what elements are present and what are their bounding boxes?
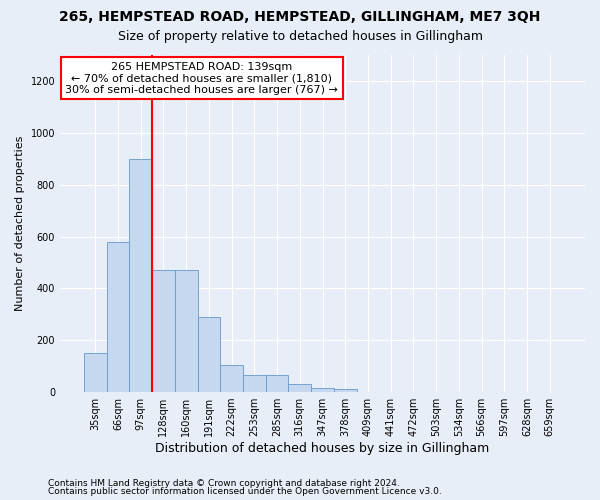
Y-axis label: Number of detached properties: Number of detached properties [15,136,25,311]
X-axis label: Distribution of detached houses by size in Gillingham: Distribution of detached houses by size … [155,442,490,455]
Text: Size of property relative to detached houses in Gillingham: Size of property relative to detached ho… [118,30,482,43]
Text: 265, HEMPSTEAD ROAD, HEMPSTEAD, GILLINGHAM, ME7 3QH: 265, HEMPSTEAD ROAD, HEMPSTEAD, GILLINGH… [59,10,541,24]
Bar [243,375,266,392]
Bar [334,390,356,392]
Bar [175,270,197,392]
Bar [107,242,130,392]
Text: Contains public sector information licensed under the Open Government Licence v3: Contains public sector information licen… [48,487,442,496]
Text: Contains HM Land Registry data © Crown copyright and database right 2024.: Contains HM Land Registry data © Crown c… [48,478,400,488]
Bar [289,384,311,392]
Bar [266,375,289,392]
Text: 265 HEMPSTEAD ROAD: 139sqm
← 70% of detached houses are smaller (1,810)
30% of s: 265 HEMPSTEAD ROAD: 139sqm ← 70% of deta… [65,62,338,95]
Bar [84,353,107,392]
Bar [311,388,334,392]
Bar [220,365,243,392]
Bar [130,158,152,392]
Bar [197,317,220,392]
Bar [152,270,175,392]
